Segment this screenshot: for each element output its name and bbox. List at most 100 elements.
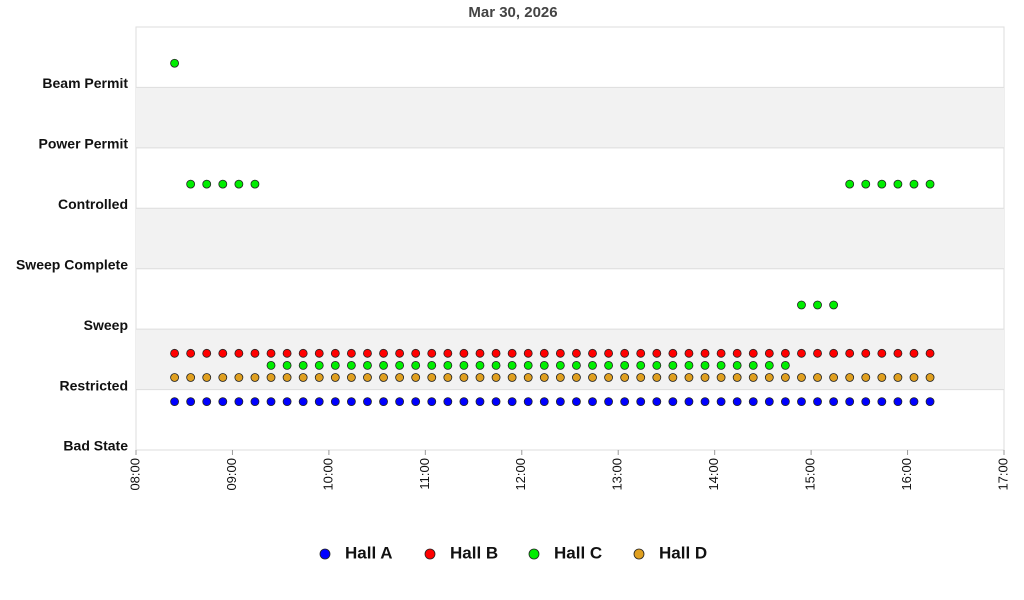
point [427, 373, 437, 382]
point [202, 348, 212, 358]
point [909, 373, 919, 382]
point [829, 300, 839, 310]
y-tick-label: Restricted [60, 377, 128, 393]
point [861, 373, 871, 382]
point [909, 397, 919, 407]
y-tick-label: Sweep [84, 317, 128, 333]
point [234, 348, 244, 358]
point [668, 373, 678, 382]
point [250, 179, 260, 189]
x-tick-label: 12:00 [513, 458, 528, 491]
point [700, 373, 710, 382]
point [523, 348, 533, 358]
point [523, 397, 533, 407]
point [780, 360, 790, 370]
point [877, 348, 887, 358]
point [427, 360, 437, 370]
legend-marker [633, 548, 645, 560]
point [732, 348, 742, 358]
point [523, 373, 533, 382]
point [330, 397, 340, 407]
point [218, 373, 228, 382]
point [716, 360, 726, 370]
point [475, 348, 485, 358]
legend-label: Hall A [345, 543, 393, 562]
point [829, 348, 839, 358]
point [539, 360, 549, 370]
point [764, 373, 774, 382]
point [877, 179, 887, 189]
point [684, 373, 694, 382]
point [780, 348, 790, 358]
point [636, 360, 646, 370]
point [620, 373, 630, 382]
point [475, 397, 485, 407]
x-tick-label: 17:00 [995, 458, 1010, 491]
point [539, 348, 549, 358]
point [555, 348, 565, 358]
x-tick-label: 09:00 [224, 458, 239, 491]
point [732, 397, 742, 407]
point [636, 348, 646, 358]
legend-marker [528, 548, 540, 560]
point [829, 397, 839, 407]
point [250, 397, 260, 407]
point [459, 360, 469, 370]
point [925, 348, 935, 358]
point [684, 348, 694, 358]
point [861, 397, 871, 407]
point [684, 360, 694, 370]
point [925, 397, 935, 407]
point [925, 179, 935, 189]
point [411, 360, 421, 370]
point [314, 397, 324, 407]
point [266, 360, 276, 370]
point [893, 373, 903, 382]
point [395, 397, 405, 407]
point [218, 179, 228, 189]
point [764, 360, 774, 370]
x-tick-label: 08:00 [127, 458, 142, 491]
point [668, 360, 678, 370]
point [395, 360, 405, 370]
point [427, 348, 437, 358]
point [363, 348, 372, 358]
y-tick-label: Beam Permit [42, 75, 128, 91]
point [379, 348, 388, 358]
point [379, 360, 388, 370]
point [604, 397, 613, 407]
point [588, 373, 597, 382]
point [845, 373, 855, 382]
chart-title: Mar 30, 2026 [468, 4, 557, 21]
point [700, 360, 710, 370]
point [459, 373, 469, 382]
point [684, 397, 694, 407]
point [588, 397, 597, 407]
point [620, 348, 630, 358]
point [861, 179, 871, 189]
point [266, 348, 276, 358]
point [346, 397, 356, 407]
point [748, 348, 758, 358]
point [797, 348, 806, 358]
point [363, 373, 372, 382]
point [346, 373, 356, 382]
point [588, 348, 597, 358]
legend-label: Hall B [450, 543, 498, 562]
point [764, 348, 774, 358]
point [298, 360, 308, 370]
point [588, 360, 597, 370]
point [170, 348, 179, 358]
point [700, 397, 710, 407]
point [813, 373, 822, 382]
point [330, 373, 340, 382]
point [748, 373, 758, 382]
point [925, 373, 935, 382]
point [234, 397, 244, 407]
point [620, 397, 630, 407]
point [652, 348, 662, 358]
point [250, 373, 260, 382]
point [797, 373, 806, 382]
point [298, 373, 308, 382]
